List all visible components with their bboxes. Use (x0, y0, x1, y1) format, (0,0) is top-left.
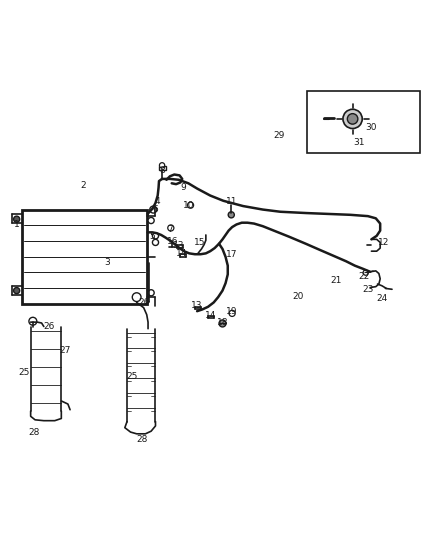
Circle shape (132, 293, 141, 302)
Circle shape (152, 233, 159, 239)
Circle shape (152, 239, 159, 246)
Text: 20: 20 (292, 292, 304, 301)
Text: 12: 12 (378, 238, 389, 247)
Text: 26: 26 (43, 322, 55, 332)
Text: 5: 5 (149, 232, 155, 241)
Text: 13: 13 (173, 241, 184, 250)
Text: 1: 1 (14, 220, 20, 229)
Text: 14: 14 (176, 249, 187, 258)
Text: 16: 16 (167, 237, 179, 246)
Text: 3: 3 (104, 259, 110, 268)
Circle shape (14, 287, 20, 294)
Circle shape (159, 163, 165, 168)
Circle shape (228, 212, 234, 218)
Text: 2: 2 (81, 181, 86, 190)
Circle shape (363, 270, 368, 275)
Text: 4: 4 (155, 197, 160, 206)
Text: 17: 17 (226, 250, 238, 259)
Text: 26: 26 (139, 298, 150, 307)
Bar (307, 91, 420, 152)
Text: 9: 9 (180, 183, 186, 192)
Text: 27: 27 (59, 346, 71, 355)
Text: 8: 8 (159, 166, 165, 175)
Circle shape (148, 217, 154, 223)
Circle shape (150, 206, 157, 213)
Text: 31: 31 (353, 139, 365, 148)
Bar (159, 166, 166, 170)
Text: 7: 7 (167, 225, 173, 234)
Text: 10: 10 (183, 201, 194, 209)
Text: 19: 19 (226, 306, 238, 316)
Text: 28: 28 (28, 427, 40, 437)
Text: 6: 6 (152, 205, 159, 214)
Text: 25: 25 (18, 368, 30, 377)
Circle shape (187, 202, 194, 208)
Circle shape (168, 225, 174, 231)
Circle shape (347, 114, 358, 124)
Text: 15: 15 (194, 238, 205, 247)
Text: 21: 21 (331, 276, 342, 285)
Text: 18: 18 (217, 318, 228, 327)
Circle shape (229, 310, 235, 317)
Text: 13: 13 (191, 302, 202, 310)
Text: 29: 29 (274, 131, 285, 140)
Text: 28: 28 (137, 435, 148, 444)
Text: 11: 11 (226, 197, 238, 206)
Circle shape (29, 317, 37, 325)
Bar (22, 209, 147, 304)
Circle shape (343, 109, 362, 128)
Circle shape (219, 320, 226, 327)
Text: 23: 23 (362, 285, 374, 294)
Text: 30: 30 (366, 123, 377, 132)
Circle shape (14, 216, 20, 222)
Text: 24: 24 (376, 294, 388, 303)
Text: 22: 22 (358, 272, 369, 281)
Circle shape (148, 290, 154, 296)
Text: 14: 14 (205, 311, 216, 320)
Text: 25: 25 (127, 373, 138, 382)
